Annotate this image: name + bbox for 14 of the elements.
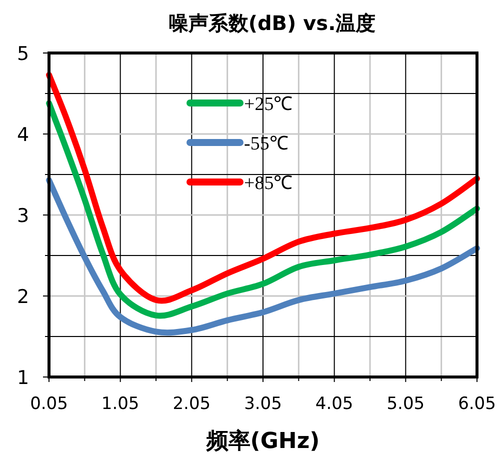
x-tick-label: 1.05 [101, 394, 140, 414]
x-tick-label: 5.05 [386, 394, 425, 414]
chart-title: 噪声系数(dB) vs.温度 [168, 11, 376, 35]
x-tick-label: 0.05 [30, 394, 68, 414]
y-tick-label: 4 [16, 124, 30, 146]
y-tick-label: 1 [16, 367, 30, 389]
x-tick-label: 4.05 [315, 394, 354, 414]
y-tick-label: 5 [16, 43, 30, 65]
x-tick-label: 3.05 [244, 394, 282, 414]
x-tick-label: 6.05 [458, 394, 496, 414]
y-tick-label: 3 [16, 205, 30, 227]
x-tick-label: 2.05 [172, 394, 211, 414]
y-tick-label: 2 [16, 286, 30, 308]
x-axis-title: 频率(GHz) [205, 428, 320, 454]
